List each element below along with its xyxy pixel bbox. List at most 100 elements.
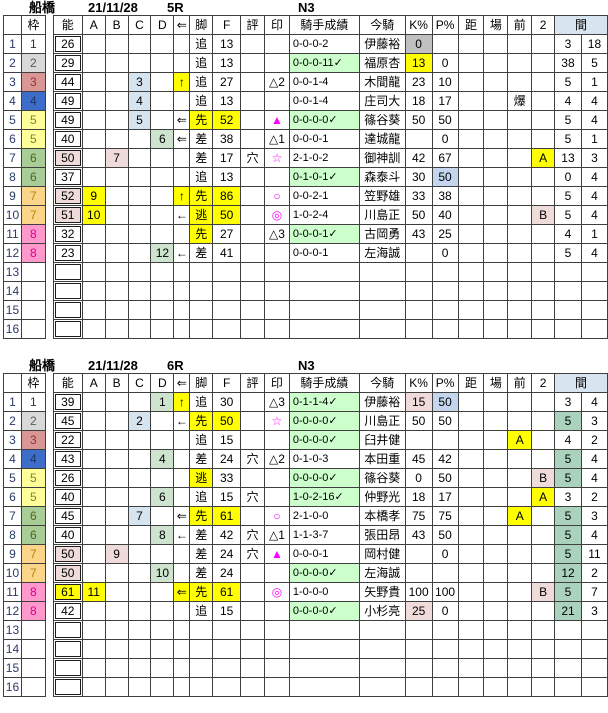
jockey-name: 左海誠 xyxy=(358,563,406,583)
running-style: 差 xyxy=(189,525,214,545)
p-percent: 0 xyxy=(431,544,459,564)
rank-d xyxy=(150,186,175,206)
pick-mark: ▲ xyxy=(263,544,290,564)
f-value xyxy=(212,262,242,282)
rank-a xyxy=(81,620,106,640)
rank-c xyxy=(127,148,152,168)
jockey-name: 庄司大 xyxy=(358,91,406,111)
frame-number xyxy=(20,319,46,339)
table-row: 11 8 32 先 27 △3 0-0-0-1✓ 古岡勇 43 25 4 1 xyxy=(3,224,608,244)
gap xyxy=(45,72,54,92)
track-name: 船橋 xyxy=(29,0,56,15)
rank-d xyxy=(150,620,175,640)
track-cell xyxy=(483,300,509,320)
ability-cell xyxy=(52,281,83,301)
ability-cell: 49 xyxy=(52,91,83,111)
ability-cell: 44 xyxy=(52,72,83,92)
interval-2: 5 xyxy=(580,53,608,73)
col-header-interval: 間 xyxy=(554,373,608,393)
ability-cell xyxy=(52,658,83,678)
evaluation: 穴 xyxy=(240,525,265,545)
rank-d xyxy=(150,167,175,187)
table-row: 16 xyxy=(3,677,608,697)
col-2 xyxy=(531,110,556,130)
track-cell xyxy=(483,582,509,602)
track-cell xyxy=(483,53,509,73)
rank-a xyxy=(81,167,106,187)
jockey-name xyxy=(358,658,406,678)
rank-d xyxy=(150,544,175,564)
rank-b: 7 xyxy=(104,148,129,168)
rank-c: 7 xyxy=(127,506,152,526)
k-percent: 43 xyxy=(404,525,433,545)
frame-number: 3 xyxy=(20,72,46,92)
jockey-name: 木間龍 xyxy=(358,72,406,92)
distance xyxy=(457,487,485,507)
ability-cell xyxy=(52,262,83,282)
k-percent: 45 xyxy=(404,449,433,469)
rank-c xyxy=(127,34,152,54)
row-number: 5 xyxy=(3,468,22,488)
interval-2: 1 xyxy=(580,72,608,92)
distance xyxy=(457,620,485,640)
interval-1: 4 xyxy=(554,430,582,450)
col-header-frame: 枠 xyxy=(20,373,46,393)
col-2 xyxy=(531,72,556,92)
arrow-cell: ↑ xyxy=(173,186,191,206)
frame-number: 1 xyxy=(20,392,46,412)
rank-a xyxy=(81,319,106,339)
row-number: 11 xyxy=(3,582,22,602)
evaluation xyxy=(240,262,265,282)
f-value: 33 xyxy=(212,468,242,488)
ability-cell: 22 xyxy=(52,430,83,450)
frame-number: 1 xyxy=(20,34,46,54)
previous xyxy=(507,34,533,54)
table-row: 2 2 29 追 13 0-0-0-11✓ 福原杏 13 0 38 5 xyxy=(3,53,608,73)
p-percent: 0 xyxy=(431,243,459,263)
running-style xyxy=(189,658,214,678)
p-percent: 50 xyxy=(431,167,459,187)
gap xyxy=(45,506,54,526)
table-row: 13 xyxy=(3,620,608,640)
col-header-gap xyxy=(45,373,54,393)
rank-c xyxy=(127,300,152,320)
interval-2 xyxy=(580,639,608,659)
rank-d xyxy=(150,148,175,168)
ability-value: 50 xyxy=(54,150,81,166)
row-number: 11 xyxy=(3,224,22,244)
ability-cell: 51 xyxy=(52,205,83,225)
evaluation xyxy=(240,243,265,263)
previous xyxy=(507,601,533,621)
ability-value: 32 xyxy=(54,226,81,242)
gap xyxy=(45,110,54,130)
ability-cell: 37 xyxy=(52,167,83,187)
frame-number: 8 xyxy=(20,601,46,621)
rank-d: 6 xyxy=(150,487,175,507)
interval-2: 18 xyxy=(580,34,608,54)
f-value: 61 xyxy=(212,506,242,526)
track-cell xyxy=(483,411,509,431)
gap xyxy=(45,148,54,168)
jockey-name: 張田昂 xyxy=(358,525,406,545)
interval-1 xyxy=(554,319,582,339)
distance xyxy=(457,167,485,187)
rank-c xyxy=(127,243,152,263)
distance xyxy=(457,525,485,545)
arrow-cell: ← xyxy=(173,411,191,431)
arrow-cell xyxy=(173,563,191,583)
col-header-current-jockey: 今騎 xyxy=(358,15,406,35)
interval-2: 11 xyxy=(580,544,608,564)
rank-b xyxy=(104,620,129,640)
evaluation xyxy=(240,468,265,488)
evaluation xyxy=(240,72,265,92)
f-value: 30 xyxy=(212,392,242,412)
rank-b xyxy=(104,677,129,697)
jockey-name: 左海誠 xyxy=(358,243,406,263)
race-section-6r: 船橋 21/11/28 6R N3 枠能 A B C D ⇐ 脚 F 評印騎手成績 今騎 K% P% 距… xyxy=(3,359,608,697)
distance xyxy=(457,677,485,697)
pick-mark: ▲ xyxy=(263,110,290,130)
table-row: 10 7 50 10 差 24 0-0-0-0✓ 左海誠 12 2 xyxy=(3,563,608,583)
col-header-col-2: 2 xyxy=(531,373,556,393)
k-percent xyxy=(404,563,433,583)
table-row: 14 xyxy=(3,639,608,659)
